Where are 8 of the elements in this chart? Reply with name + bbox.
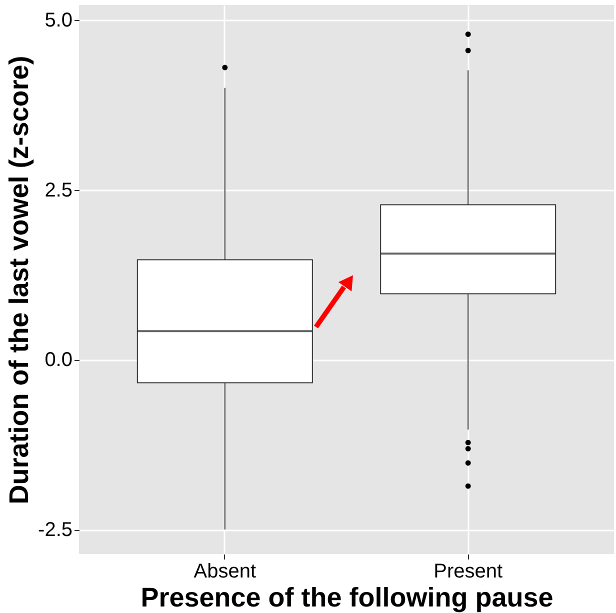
y-tick-label: 2.5 <box>44 179 72 202</box>
x-axis-title: Presence of the following pause <box>140 582 554 612</box>
y-tick-label: -2.5 <box>38 519 72 542</box>
y-tick-label: 0.0 <box>44 349 72 372</box>
y-axis-title: Duration of the last vowel (z-score) <box>4 56 34 504</box>
x-tick-label: Absent <box>194 560 256 582</box>
x-tick-label: Present <box>434 560 503 582</box>
y-tick-label: 5.0 <box>44 9 72 32</box>
